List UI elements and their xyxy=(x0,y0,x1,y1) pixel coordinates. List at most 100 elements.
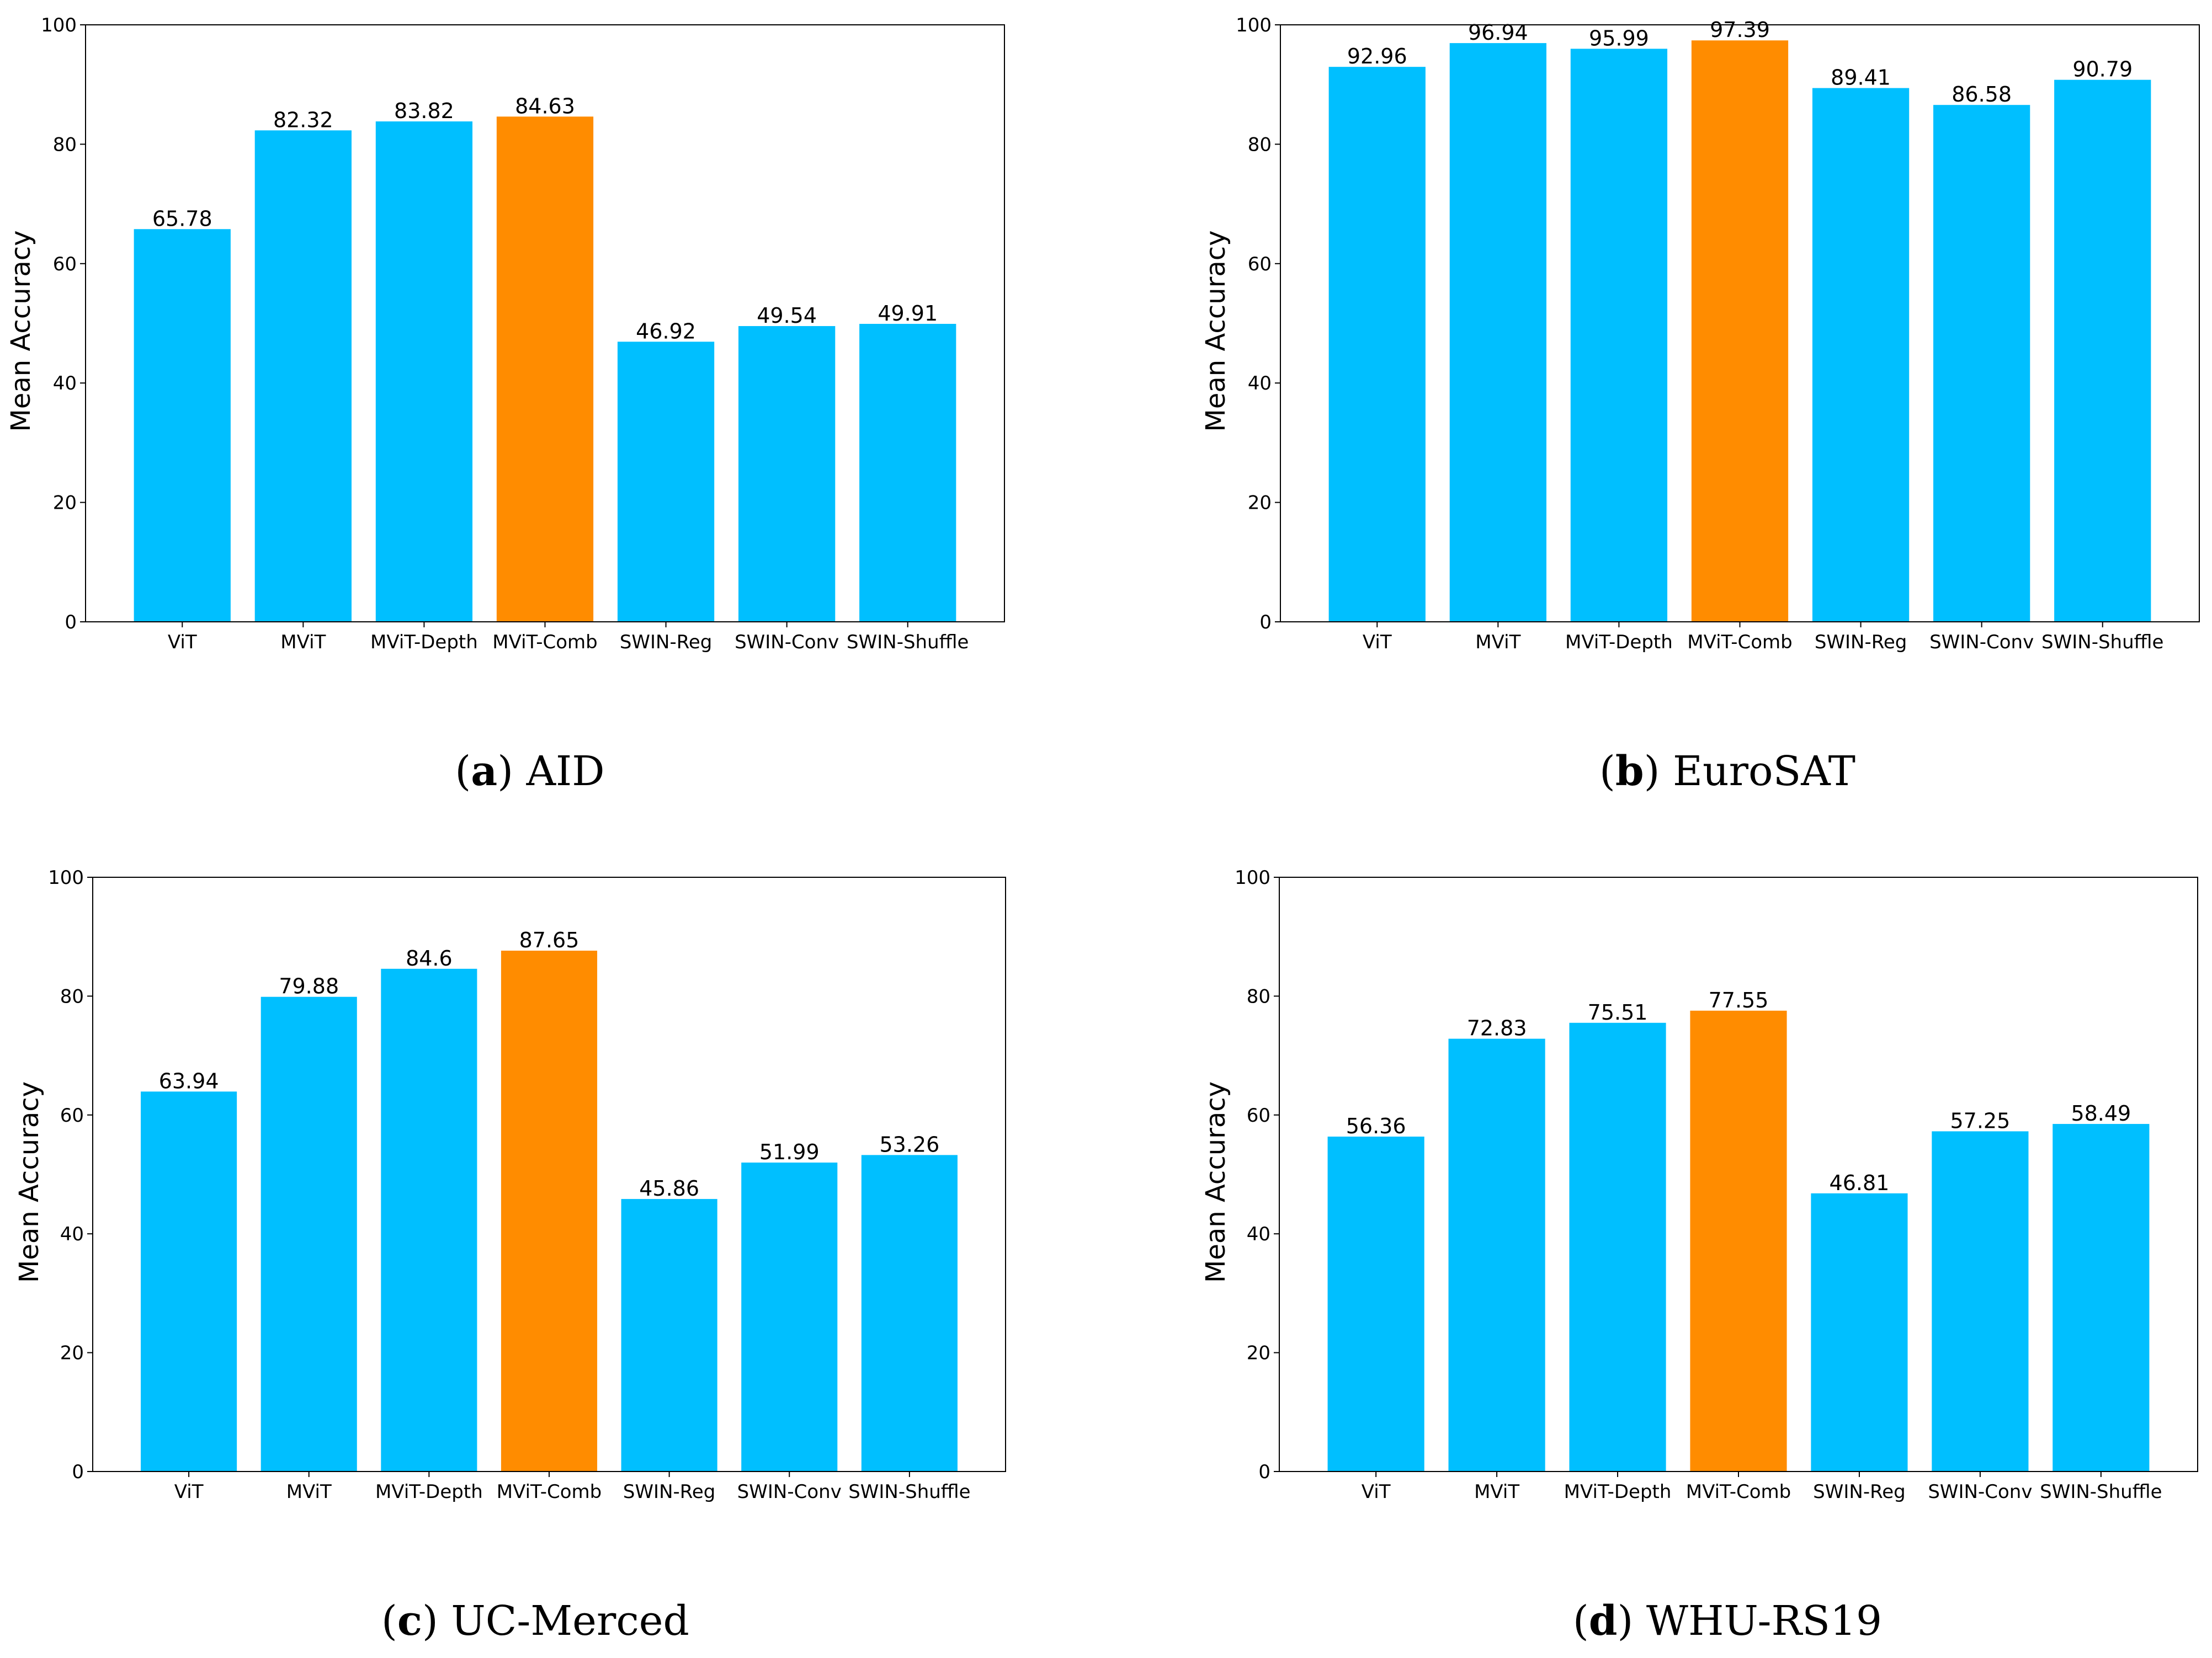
y-tick-label: 0 xyxy=(1259,611,1272,633)
caption-letter: d xyxy=(1588,1597,1618,1645)
bar-mvit xyxy=(260,996,357,1472)
y-axis-label: Mean Accuracy xyxy=(1200,230,1231,431)
bar-value-label: 49.91 xyxy=(878,301,938,326)
x-tick-label: SWIN-Reg xyxy=(623,1481,716,1503)
bar-value-label: 86.58 xyxy=(1952,82,2012,106)
caption-d: (d) WHU-RS19 xyxy=(1572,1597,1883,1645)
bar-value-label: 45.86 xyxy=(639,1176,699,1201)
bar-mvit-depth xyxy=(1569,1022,1666,1472)
x-tick-label: SWIN-Shuffle xyxy=(2041,631,2163,653)
y-tick-label: 20 xyxy=(53,492,77,514)
x-tick-label: ViT xyxy=(174,1481,204,1503)
x-tick-label: SWIN-Conv xyxy=(1928,1481,2032,1503)
bar-swin-conv xyxy=(1933,105,2030,622)
bar-mvit-comb xyxy=(1690,1010,1787,1472)
bar-vit xyxy=(134,229,231,622)
y-tick-label: 40 xyxy=(1248,372,1272,394)
bar-swin-conv xyxy=(1932,1131,2029,1472)
plot-frame xyxy=(85,24,1005,622)
bar-mvit xyxy=(1449,43,1546,622)
y-tick-label: 100 xyxy=(1236,14,1272,36)
chart-c: 63.94 ViT 79.88 MViT 84.6 MViT-Depth 87.65 MViT… xyxy=(14,867,1006,1503)
x-tick-label: SWIN-Reg xyxy=(1813,1481,1906,1503)
x-tick-label: SWIN-Shuffle xyxy=(847,631,969,653)
bar-value-label: 46.81 xyxy=(1830,1171,1890,1195)
y-axis-label: Mean Accuracy xyxy=(14,1081,45,1283)
bar-value-label: 89.41 xyxy=(1831,66,1891,90)
bar-value-label: 49.54 xyxy=(757,303,817,328)
bar-swin-shuffle xyxy=(2054,79,2151,622)
x-tick-label: ViT xyxy=(168,631,197,653)
y-tick-label: 80 xyxy=(1247,985,1270,1007)
caption-c: (c) UC-Merced xyxy=(381,1597,689,1645)
y-tick-label: 60 xyxy=(1247,1105,1270,1127)
bar-value-label: 95.99 xyxy=(1589,26,1649,50)
y-tick-label: 100 xyxy=(1235,867,1270,889)
bar-swin-shuffle xyxy=(859,323,956,622)
x-tick-label: MViT-Comb xyxy=(1686,1481,1791,1503)
bar-value-label: 96.94 xyxy=(1468,20,1528,45)
bar-swin-shuffle xyxy=(2053,1124,2150,1472)
caption-title: AID xyxy=(526,748,605,795)
bar-value-label: 46.92 xyxy=(636,319,696,343)
y-tick-label: 20 xyxy=(60,1342,84,1364)
bar-value-label: 79.88 xyxy=(279,974,339,999)
chart-a: 65.78 ViT 82.32 MViT 83.82 MViT-Depth 84.63 MVi… xyxy=(6,14,1005,653)
bar-value-label: 65.78 xyxy=(152,206,212,231)
bar-value-label: 83.82 xyxy=(394,99,454,123)
y-tick-label: 0 xyxy=(72,1461,84,1483)
plot-frame xyxy=(1279,877,2198,1472)
bar-mvit-depth xyxy=(1570,49,1668,622)
y-tick-label: 20 xyxy=(1248,492,1272,514)
bar-vit xyxy=(1328,67,1426,622)
bar-mvit xyxy=(254,130,352,622)
caption-letter: a xyxy=(471,748,498,795)
caption-letter: c xyxy=(397,1597,422,1645)
y-tick-label: 80 xyxy=(1248,134,1272,156)
bar-vit xyxy=(1327,1137,1424,1472)
caption-a: (a) AID xyxy=(455,748,605,795)
x-tick-label: SWIN-Conv xyxy=(1929,631,2034,653)
bar-value-label: 97.39 xyxy=(1710,18,1770,42)
y-axis-label: Mean Accuracy xyxy=(6,230,36,431)
bar-value-label: 51.99 xyxy=(759,1140,820,1164)
bar-vit xyxy=(141,1091,237,1472)
bar-swin-reg xyxy=(621,1199,717,1472)
y-tick-label: 60 xyxy=(60,1105,84,1127)
y-tick-label: 0 xyxy=(1258,1461,1270,1483)
bar-value-label: 72.83 xyxy=(1467,1016,1527,1041)
bar-mvit-depth xyxy=(381,968,477,1472)
y-tick-label: 80 xyxy=(60,985,84,1007)
bar-swin-conv xyxy=(741,1163,838,1472)
bar-value-label: 53.26 xyxy=(879,1132,939,1156)
y-tick-label: 60 xyxy=(53,253,77,275)
caption-title: UC-Merced xyxy=(451,1597,689,1645)
plot-frame xyxy=(92,877,1006,1472)
x-tick-label: SWIN-Shuffle xyxy=(848,1481,970,1503)
y-axis-label: Mean Accuracy xyxy=(1200,1081,1231,1283)
x-tick-label: MViT-Depth xyxy=(370,631,478,653)
caption-title: EuroSAT xyxy=(1672,748,1856,795)
x-tick-label: MViT-Comb xyxy=(492,631,597,653)
chart-d: 56.36 ViT 72.83 MViT 75.51 MViT-Depth 77.55 MVi… xyxy=(1200,867,2198,1503)
x-tick-label: SWIN-Reg xyxy=(620,631,712,653)
x-tick-label: SWIN-Conv xyxy=(737,1481,842,1503)
y-tick-label: 100 xyxy=(48,867,84,889)
x-tick-label: MViT-Depth xyxy=(1565,631,1673,653)
bar-value-label: 92.96 xyxy=(1347,44,1407,68)
chart-b: 92.96 ViT 96.94 MViT 95.99 MViT-Depth 97.39 MVi… xyxy=(1200,14,2200,653)
plot-frame xyxy=(1280,24,2200,622)
bar-swin-reg xyxy=(1811,1193,1908,1472)
x-tick-label: SWIN-Shuffle xyxy=(2040,1481,2162,1503)
bar-value-label: 75.51 xyxy=(1588,1000,1648,1025)
bar-value-label: 77.55 xyxy=(1709,988,1769,1012)
bar-value-label: 58.49 xyxy=(2071,1101,2131,1126)
bar-swin-conv xyxy=(738,326,836,622)
bar-value-label: 84.6 xyxy=(406,946,453,971)
y-tick-label: 100 xyxy=(41,14,77,36)
y-tick-label: 80 xyxy=(53,134,77,156)
x-tick-label: MViT-Depth xyxy=(1564,1481,1672,1503)
caption-b: (b) EuroSAT xyxy=(1599,748,1856,795)
